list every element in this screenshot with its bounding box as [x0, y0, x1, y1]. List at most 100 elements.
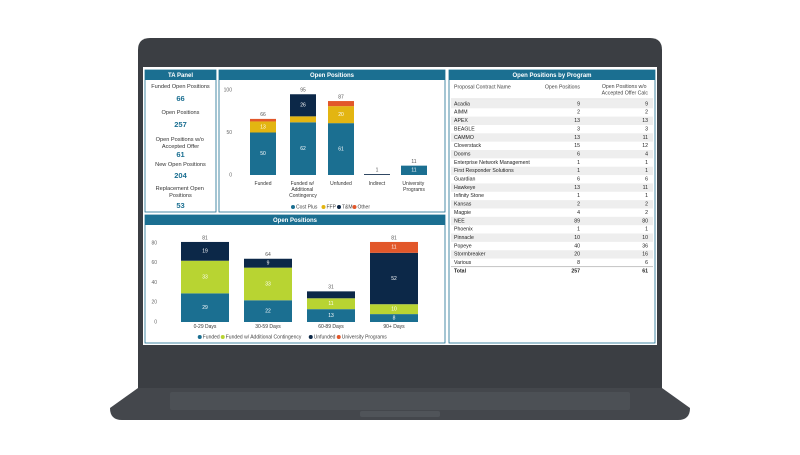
metric-value: 66 [176, 94, 184, 103]
x-tick-label: 0-29 Days [194, 324, 217, 330]
table-cell: 2 [645, 202, 648, 208]
data-label: 9 [267, 261, 270, 267]
row-band [451, 99, 653, 109]
bar-segment [307, 309, 355, 322]
panel-header [219, 70, 445, 80]
total-label: 66 [260, 112, 266, 118]
legend-swatch [321, 205, 326, 209]
y-tick-label: 0 [229, 172, 232, 178]
legend-label: T&M [342, 204, 353, 210]
table-cell: 1 [645, 168, 648, 174]
bar-segment [250, 118, 276, 122]
metric-label: Open Positions w/o Accepted Offer [156, 137, 206, 150]
data-label: 8 [393, 315, 396, 321]
bar-segment [307, 291, 355, 299]
legend-swatch [352, 205, 357, 209]
table-cell: 11 [643, 185, 648, 191]
table-cell: 13 [574, 118, 580, 124]
x-tick-label: 60-89 Days [318, 324, 344, 330]
table-cell: 8 [577, 260, 580, 266]
table-cell: Stormbreaker [454, 252, 486, 258]
table-total: 61 [642, 268, 648, 274]
metric-label: Funded Open Positions [151, 84, 210, 90]
total-label: 1 [376, 167, 379, 173]
y-tick-label: 80 [151, 240, 157, 246]
row-band [451, 250, 653, 259]
bar-segment [181, 260, 229, 294]
legend-label: Funded w/ Additional Contingency [226, 334, 302, 340]
bar-segment [328, 123, 354, 175]
data-label: 11 [391, 245, 396, 251]
table-cell: Hawkeye [454, 185, 475, 191]
legend-label: Cost Plus [296, 204, 318, 210]
table-cell: Infinity Stone [454, 193, 484, 199]
table-cell: 15 [574, 143, 580, 149]
table-cell: 10 [642, 235, 648, 241]
metric-label: Replacement Open Positions [156, 186, 206, 199]
data-label: 10 [391, 306, 397, 312]
row-band [451, 166, 653, 176]
metric-value: 204 [174, 171, 187, 180]
data-label: 29 [202, 305, 208, 311]
data-label: 22 [265, 308, 271, 314]
table-cell: 1 [645, 160, 648, 166]
table-cell: 2 [645, 210, 648, 216]
table-cell: 20 [574, 252, 580, 258]
bar-segment [307, 298, 355, 310]
legend-label: Unfunded [314, 334, 336, 340]
table-cell: 1 [645, 227, 648, 233]
table-cell: 9 [577, 101, 580, 107]
table-cell: 12 [642, 143, 648, 149]
table-cell: 16 [642, 252, 648, 258]
x-tick-label: Unfunded [330, 181, 352, 187]
legend-label: Other [358, 204, 371, 210]
bar-segment [364, 174, 390, 175]
table-cell: 10 [574, 235, 580, 241]
table-cell: 3 [577, 126, 580, 132]
table-cell: CAMMO [454, 135, 474, 141]
data-label: 26 [300, 103, 306, 109]
x-tick-label: Indirect [369, 181, 386, 187]
legend-swatch [220, 335, 225, 339]
x-tick-label: 30-59 Days [255, 324, 281, 330]
legend-swatch [197, 335, 202, 339]
bar-segment [250, 132, 276, 175]
data-label: 61 [338, 146, 344, 152]
total-label: 81 [202, 235, 208, 241]
bar-segment [290, 116, 316, 123]
panel-title: TA Panel [168, 73, 193, 79]
data-label: 13 [260, 124, 266, 130]
x-tick-label: 90+ Days [383, 324, 405, 330]
y-tick-label: 0 [154, 319, 157, 325]
metric-label: Open Positions [162, 110, 200, 116]
legend-label: University Programs [342, 334, 388, 340]
bar-segment [244, 267, 292, 301]
table-cell: Dooms [454, 151, 471, 157]
table-cell: 6 [577, 177, 580, 183]
bar-segment [370, 314, 418, 322]
data-label: 33 [202, 274, 208, 280]
table-cell: Kansas [454, 202, 472, 208]
metric-label: New Open Positions [155, 162, 206, 168]
bar-segment [370, 241, 418, 253]
table-cell: Magpie [454, 210, 471, 216]
data-label: 52 [391, 276, 397, 282]
table-cell: 2 [577, 110, 580, 116]
data-label: 50 [260, 151, 266, 157]
legend-label: Funded [203, 334, 220, 340]
bar-segment [328, 101, 354, 107]
y-tick-label: 60 [151, 260, 157, 266]
y-tick-label: 40 [151, 280, 157, 286]
bar-segment [244, 258, 292, 268]
total-label: 64 [265, 252, 271, 258]
table-cell: 2 [645, 110, 648, 116]
table-cell: APEX [454, 118, 468, 124]
table-cell: 3 [645, 126, 648, 132]
bar-segment [244, 300, 292, 322]
metric-value: 53 [176, 201, 184, 210]
table-cell: 1 [577, 160, 580, 166]
total-label: 81 [391, 235, 397, 241]
data-label: 11 [411, 168, 416, 174]
bar-segment [181, 241, 229, 261]
